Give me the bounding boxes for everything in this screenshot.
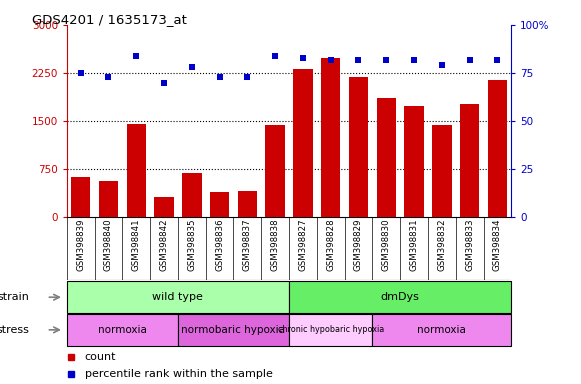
Text: GSM398838: GSM398838: [271, 219, 279, 271]
Text: GSM398830: GSM398830: [382, 219, 391, 271]
Point: [382, 56, 391, 63]
Text: GSM398829: GSM398829: [354, 219, 363, 271]
Bar: [67, 281, 289, 313]
Text: GSM398832: GSM398832: [437, 219, 446, 271]
Text: normoxia: normoxia: [417, 325, 467, 335]
Bar: [376, 98, 396, 217]
Text: GSM398837: GSM398837: [243, 219, 252, 271]
Text: GSM398840: GSM398840: [104, 219, 113, 271]
Point: [132, 53, 141, 59]
Point: [298, 55, 307, 61]
Bar: [71, 177, 91, 217]
Bar: [210, 192, 229, 217]
Point: [159, 79, 168, 86]
Bar: [372, 314, 511, 346]
Bar: [266, 126, 285, 217]
Bar: [289, 314, 372, 346]
Text: wild type: wild type: [152, 292, 203, 302]
Point: [493, 56, 502, 63]
Text: GSM398841: GSM398841: [132, 219, 141, 271]
Text: dmDys: dmDys: [381, 292, 419, 302]
Bar: [404, 106, 424, 217]
Point: [215, 74, 224, 80]
Bar: [67, 314, 178, 346]
Point: [76, 70, 85, 76]
Text: GSM398839: GSM398839: [76, 219, 85, 271]
Bar: [182, 174, 202, 217]
Bar: [321, 58, 340, 217]
Bar: [289, 281, 511, 313]
Text: GSM398836: GSM398836: [215, 219, 224, 271]
Text: GSM398834: GSM398834: [493, 219, 502, 271]
Text: stress: stress: [0, 325, 29, 335]
Point: [243, 74, 252, 80]
Text: GSM398833: GSM398833: [465, 219, 474, 271]
Bar: [432, 126, 451, 217]
Bar: [155, 197, 174, 217]
Point: [326, 56, 335, 63]
Point: [410, 56, 419, 63]
Bar: [487, 80, 507, 217]
Text: normobaric hypoxia: normobaric hypoxia: [181, 325, 285, 335]
Text: normoxia: normoxia: [98, 325, 147, 335]
Point: [104, 74, 113, 80]
Bar: [99, 181, 118, 217]
Text: strain: strain: [0, 292, 29, 302]
Text: GSM398827: GSM398827: [299, 219, 307, 271]
Bar: [238, 191, 257, 217]
Bar: [349, 78, 368, 217]
Point: [271, 53, 280, 59]
Point: [187, 64, 196, 70]
Point: [354, 56, 363, 63]
Text: GDS4201 / 1635173_at: GDS4201 / 1635173_at: [32, 13, 187, 26]
Bar: [460, 104, 479, 217]
Bar: [293, 69, 313, 217]
Text: GSM398828: GSM398828: [326, 219, 335, 271]
Point: [437, 62, 446, 68]
Text: chronic hypobaric hypoxia: chronic hypobaric hypoxia: [278, 325, 384, 334]
Text: GSM398835: GSM398835: [187, 219, 196, 271]
Bar: [127, 124, 146, 217]
Bar: [178, 314, 289, 346]
Point: [465, 56, 474, 63]
Text: count: count: [85, 352, 116, 362]
Text: GSM398831: GSM398831: [410, 219, 418, 271]
Text: percentile rank within the sample: percentile rank within the sample: [85, 369, 272, 379]
Text: GSM398842: GSM398842: [160, 219, 168, 271]
